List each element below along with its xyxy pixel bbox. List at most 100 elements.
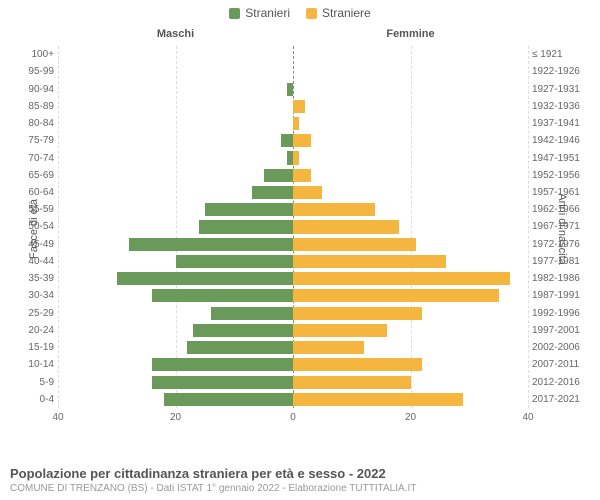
age-row [58,391,528,408]
plot-area [58,46,528,408]
bar-female [293,220,399,233]
bar-male [187,341,293,354]
birth-label: 2012-2016 [532,373,596,390]
age-label: 30-34 [10,287,54,304]
x-tick: 0 [290,412,296,423]
x-axis-ticks: 402002040 [58,412,528,426]
age-label: 15-19 [10,339,54,356]
age-label: 100+ [10,46,54,63]
birth-label: 1982-1986 [532,270,596,287]
legend-label: Straniere [322,6,371,20]
birth-label: 1987-1991 [532,287,596,304]
chart-footer: Popolazione per cittadinanza straniera p… [10,466,590,494]
x-tick: 40 [522,412,533,423]
birth-label: 1957-1961 [532,184,596,201]
bar-female [293,134,311,147]
age-row [58,46,528,63]
age-labels: 100+95-9990-9485-8980-8475-7970-7465-696… [10,46,54,408]
age-label: 45-49 [10,236,54,253]
age-label: 40-44 [10,253,54,270]
birth-label: 1947-1951 [532,149,596,166]
birth-label: 1977-1981 [532,253,596,270]
birth-label: 1922-1926 [532,63,596,80]
bar-female [293,272,510,285]
age-label: 60-64 [10,184,54,201]
age-row [58,63,528,80]
bar-male [199,220,293,233]
bar-female [293,341,364,354]
birth-label: 1997-2001 [532,322,596,339]
chart-subtitle: COMUNE DI TRENZANO (BS) - Dati ISTAT 1° … [10,483,590,494]
age-row [58,167,528,184]
legend-swatch [306,8,317,19]
birth-label: 1967-1971 [532,218,596,235]
bar-male [152,358,293,371]
age-label: 25-29 [10,305,54,322]
bar-male [164,393,293,406]
age-row [58,236,528,253]
age-label: 20-24 [10,322,54,339]
legend-item: Stranieri [229,6,290,20]
bar-female [293,358,422,371]
birth-label: 2017-2021 [532,391,596,408]
bar-male [152,376,293,389]
bar-male [117,272,293,285]
left-column-title: Maschi [58,28,293,44]
birth-label: 1972-1976 [532,236,596,253]
age-label: 80-84 [10,115,54,132]
legend-item: Straniere [306,6,371,20]
x-tick: 20 [170,412,181,423]
bar-female [293,203,375,216]
bar-female [293,169,311,182]
birth-year-labels: ≤ 19211922-19261927-19311932-19361937-19… [532,46,596,408]
birth-label: 1937-1941 [532,115,596,132]
bar-female [293,393,463,406]
age-row [58,201,528,218]
bar-female [293,289,499,302]
legend-label: Stranieri [245,6,290,20]
age-row [58,270,528,287]
bar-male [205,203,293,216]
bar-female [293,186,322,199]
bar-male [152,289,293,302]
bar-female [293,238,416,251]
bar-male [129,238,294,251]
age-label: 75-79 [10,132,54,149]
bar-female [293,324,387,337]
right-column-title: Femmine [293,28,528,44]
bar-male [193,324,293,337]
column-titles: Maschi Femmine [58,28,528,44]
bar-female [293,376,411,389]
age-label: 65-69 [10,167,54,184]
age-label: 70-74 [10,149,54,166]
age-row [58,149,528,166]
birth-label: 2002-2006 [532,339,596,356]
birth-label: ≤ 1921 [532,46,596,63]
legend: Stranieri Straniere [0,0,600,20]
age-label: 85-89 [10,98,54,115]
age-label: 0-4 [10,391,54,408]
age-row [58,373,528,390]
age-label: 5-9 [10,373,54,390]
birth-label: 1962-1966 [532,201,596,218]
age-label: 95-99 [10,63,54,80]
age-label: 50-54 [10,218,54,235]
age-label: 55-59 [10,201,54,218]
bar-male [252,186,293,199]
age-label: 10-14 [10,356,54,373]
age-row [58,80,528,97]
bar-female [293,117,299,130]
age-row [58,287,528,304]
bar-rows [58,46,528,408]
age-row [58,305,528,322]
chart-title: Popolazione per cittadinanza straniera p… [10,466,590,481]
birth-label: 1932-1936 [532,98,596,115]
bar-male [176,255,294,268]
gridline [528,46,529,408]
birth-label: 1992-1996 [532,305,596,322]
bar-male [264,169,293,182]
bar-male [281,134,293,147]
birth-label: 1942-1946 [532,132,596,149]
age-row [58,184,528,201]
age-row [58,98,528,115]
